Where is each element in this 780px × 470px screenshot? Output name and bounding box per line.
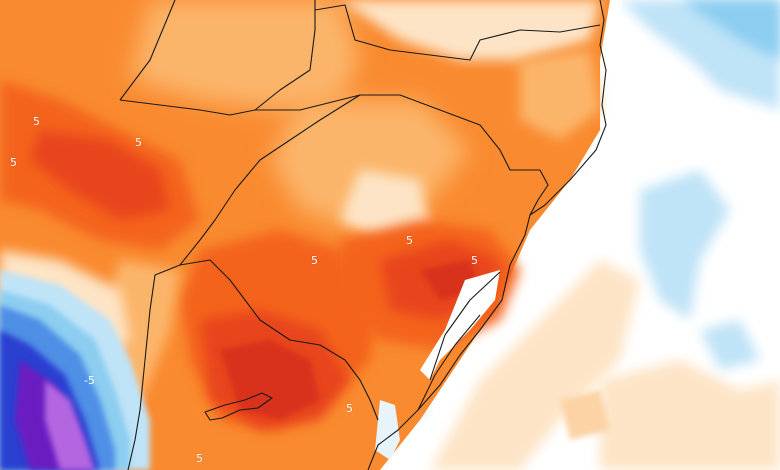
border-state-north-3 <box>314 4 601 61</box>
lagoon <box>420 270 500 380</box>
border-bay <box>529 169 549 216</box>
contour-label: 5 <box>406 234 413 247</box>
contour-label: 5 <box>135 136 142 149</box>
contour-label: 5 <box>196 452 203 465</box>
border-state-south <box>179 259 379 421</box>
contour-labels: 5 5 5 5 5 5 5 5 -5 <box>10 115 479 466</box>
border-lagoon <box>429 271 501 381</box>
border-lagoon-2 <box>417 314 481 411</box>
border-state-central <box>127 94 361 470</box>
border-state-north-1 <box>119 0 176 101</box>
border-coast <box>367 0 607 470</box>
border-state-north-2 <box>119 0 316 116</box>
lagoon-south <box>375 400 400 460</box>
contour-label: 5 <box>311 254 318 267</box>
contour-label: 5 <box>33 115 40 128</box>
border-state-mid <box>255 94 540 171</box>
contour-label: 5 <box>471 254 478 267</box>
political-borders <box>119 0 607 470</box>
contour-label-negative: -5 <box>84 374 95 387</box>
cold-anomaly-field <box>0 270 150 470</box>
contour-label: 5 <box>10 156 17 169</box>
border-river <box>204 392 273 421</box>
contour-label: 5 <box>346 402 353 415</box>
